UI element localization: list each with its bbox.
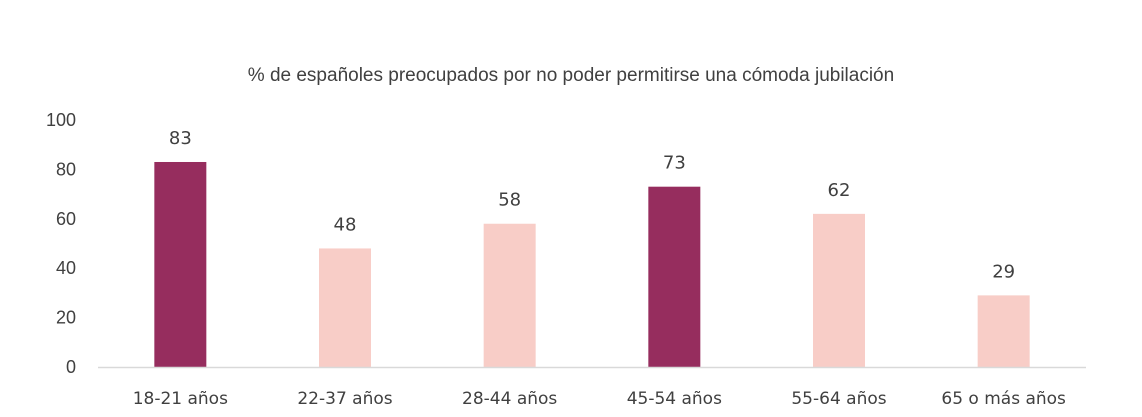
data-label: 48 — [334, 214, 357, 235]
data-labels: 83 48 58 73 62 29 — [169, 128, 1015, 282]
data-label: 62 — [828, 180, 851, 201]
data-label: 29 — [992, 261, 1015, 282]
bar-18-21-años — [154, 161, 207, 367]
data-label: 58 — [498, 190, 521, 211]
bar-45-54-años — [648, 186, 701, 367]
y-tick-label: 20 — [56, 308, 76, 328]
bar-22-37-años — [319, 248, 371, 367]
x-tick-label: 28-44 años — [462, 389, 557, 409]
y-tick-label: 40 — [56, 258, 76, 278]
data-label: 83 — [169, 128, 192, 149]
bar-28-44-años — [483, 223, 536, 367]
bars — [154, 161, 1030, 367]
x-tick-label: 22-37 años — [297, 389, 392, 409]
data-label: 73 — [663, 153, 686, 174]
y-tick-label: 80 — [56, 159, 76, 179]
x-tick-label: 55-64 años — [791, 389, 886, 409]
x-tick-label: 65 o más años — [941, 389, 1066, 409]
x-axis-labels: 18-21 años 22-37 años 28-44 años 45-54 años… — [133, 389, 1066, 409]
chart-title: % de españoles preocupados por no poder … — [248, 65, 894, 86]
y-tick-label: 0 — [66, 357, 76, 377]
y-axis-ticks: 0 20 40 60 80 100 — [46, 110, 76, 377]
y-tick-label: 100 — [46, 110, 76, 130]
y-tick-label: 60 — [56, 209, 76, 229]
x-tick-label: 18-21 años — [133, 389, 228, 409]
x-tick-label: 45-54 años — [627, 389, 722, 409]
bar-65-o-más-años — [977, 295, 1030, 367]
bar-55-64-años — [813, 213, 865, 367]
